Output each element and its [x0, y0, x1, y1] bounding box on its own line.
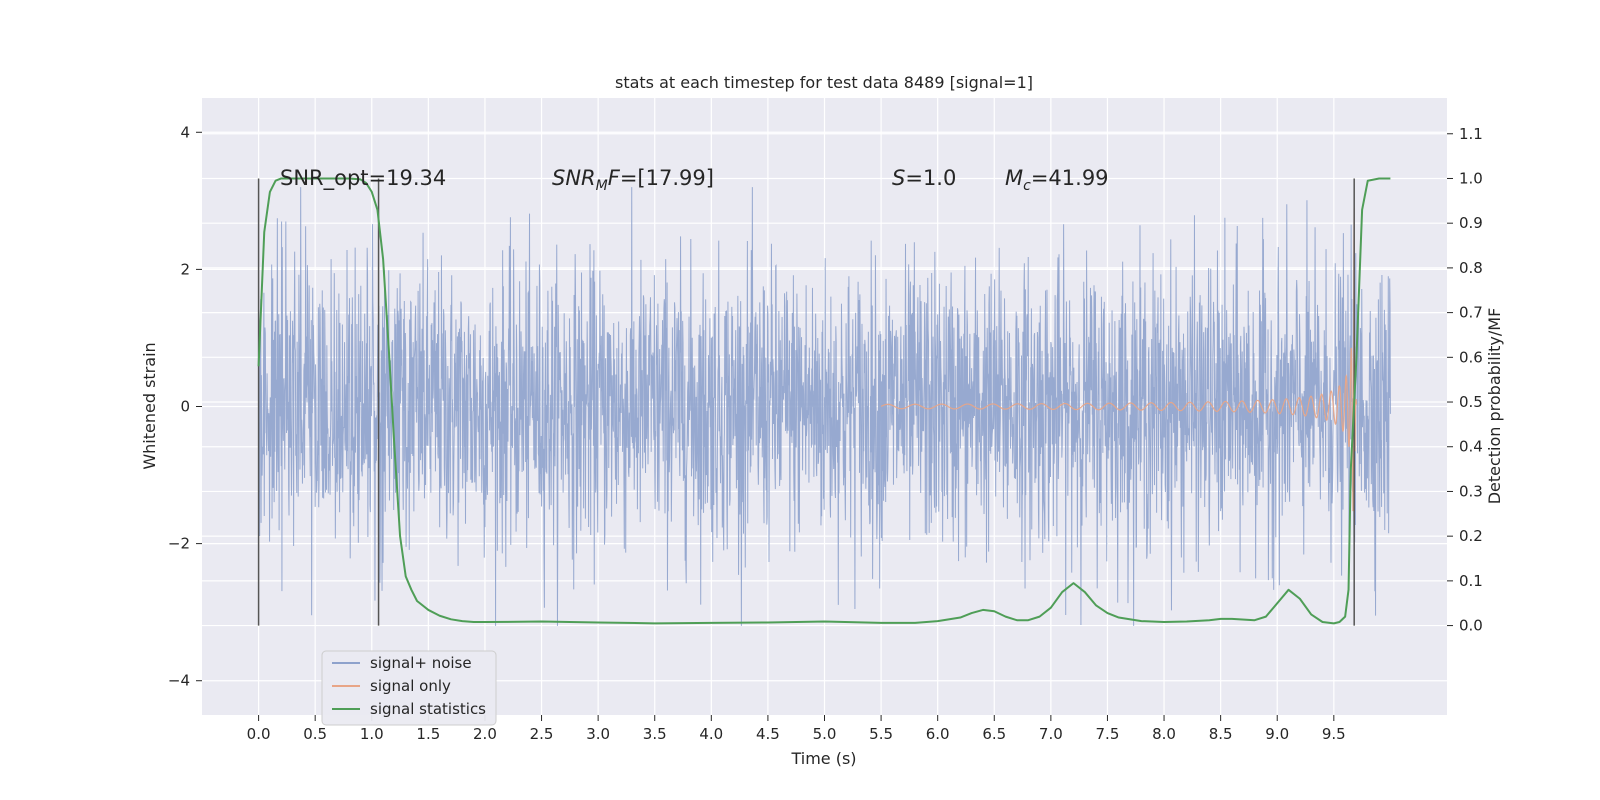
y-right-tick-label: 0.1	[1459, 572, 1483, 590]
x-tick-label: 1.5	[416, 725, 440, 743]
y-axis-left-ticks: 4 2 0 −2 −4	[168, 123, 202, 690]
series-signal-plus-noise	[258, 187, 1391, 626]
mc-symbol: M	[1005, 166, 1023, 190]
y-axis-right-label: Detection probability/MF	[1485, 308, 1504, 505]
x-axis-ticks: 0.0 0.5 1.0 1.5 2.0 2.5 3.0 3.5 4.0 4.5 5.0 5.5 6.0 6…	[247, 715, 1346, 743]
signal-plus-noise-line	[258, 187, 1391, 626]
x-tick-label: 3.5	[643, 725, 667, 743]
x-tick-label: 7.5	[1096, 725, 1120, 743]
y-left-tick-label: −4	[168, 672, 190, 690]
y-right-tick-label: 0.4	[1459, 438, 1483, 456]
mc-value: =41.99	[1031, 166, 1109, 190]
x-tick-label: 3.0	[586, 725, 610, 743]
x-tick-label: 1.0	[360, 725, 384, 743]
x-tick-label: 5.5	[869, 725, 893, 743]
y-right-tick-label: 0.9	[1459, 214, 1483, 232]
chart-title: stats at each timestep for test data 848…	[615, 73, 1033, 92]
y-left-tick-label: −2	[168, 535, 190, 553]
x-tick-label: 7.0	[1039, 725, 1063, 743]
y-right-tick-label: 1.1	[1459, 125, 1483, 143]
snr-mf-symbol: SNR	[552, 166, 596, 190]
legend: signal+ noise signal only signal statist…	[321, 650, 497, 726]
snr-mf-tail: F	[608, 166, 621, 190]
x-tick-label: 0.5	[303, 725, 327, 743]
x-tick-label: 9.0	[1265, 725, 1289, 743]
legend-label-signal-statistics: signal statistics	[370, 700, 486, 718]
x-axis-label: Time (s)	[790, 749, 856, 768]
y-right-tick-label: 0.3	[1459, 482, 1483, 500]
x-tick-label: 5.0	[813, 725, 837, 743]
legend-label-signal-only: signal only	[370, 677, 451, 695]
mc-sub: c	[1023, 178, 1031, 194]
x-tick-label: 8.0	[1152, 725, 1176, 743]
x-tick-label: 6.5	[982, 725, 1006, 743]
y-right-tick-label: 1.0	[1459, 169, 1483, 187]
y-left-tick-label: 2	[180, 260, 190, 278]
y-left-tick-label: 0	[180, 398, 190, 416]
x-tick-label: 6.0	[926, 725, 950, 743]
y-left-tick-label: 4	[180, 123, 190, 141]
signal-statistics-line	[257, 177, 1391, 625]
x-tick-label: 2.0	[473, 725, 497, 743]
y-right-tick-label: 0.2	[1459, 527, 1483, 545]
x-tick-label: 0.0	[247, 725, 271, 743]
snr-mf-sub: M	[596, 178, 608, 194]
y-right-tick-label: 0.6	[1459, 348, 1483, 366]
annotation-snr-mf: SNRMF=[17.99]	[552, 166, 714, 194]
y-axis-left-label: Whitened strain	[140, 342, 159, 469]
signal-only-line	[880, 208, 1358, 512]
s-value: =1.0	[905, 166, 956, 190]
x-tick-label: 2.5	[530, 725, 554, 743]
x-tick-label: 4.5	[756, 725, 780, 743]
annotation-snr-opt: SNR_opt=19.34	[280, 166, 446, 191]
y-axis-right-ticks: 1.1 1.0 0.9 0.8 0.7 0.6 0.5 0.4 0.3 0.2 0.1 0.0	[1447, 125, 1483, 635]
y-right-tick-label: 0.5	[1459, 393, 1483, 411]
legend-label-signal-plus-noise: signal+ noise	[370, 654, 472, 672]
x-tick-label: 4.0	[699, 725, 723, 743]
y-right-tick-label: 0.0	[1459, 617, 1483, 635]
x-tick-label: 9.5	[1322, 725, 1346, 743]
annotation-mc: Mc=41.99	[1005, 166, 1109, 194]
annotation-s: S=1.0	[892, 166, 956, 190]
series-signal-statistics	[257, 177, 1391, 625]
x-tick-label: 8.5	[1209, 725, 1233, 743]
legend-box	[321, 650, 497, 726]
y-right-tick-label: 0.7	[1459, 304, 1483, 322]
grid	[202, 98, 1447, 715]
snr-mf-value: =[17.99]	[620, 166, 714, 190]
series-signal-only	[880, 208, 1358, 512]
s-symbol: S	[892, 166, 905, 190]
y-right-tick-label: 0.8	[1459, 259, 1483, 277]
